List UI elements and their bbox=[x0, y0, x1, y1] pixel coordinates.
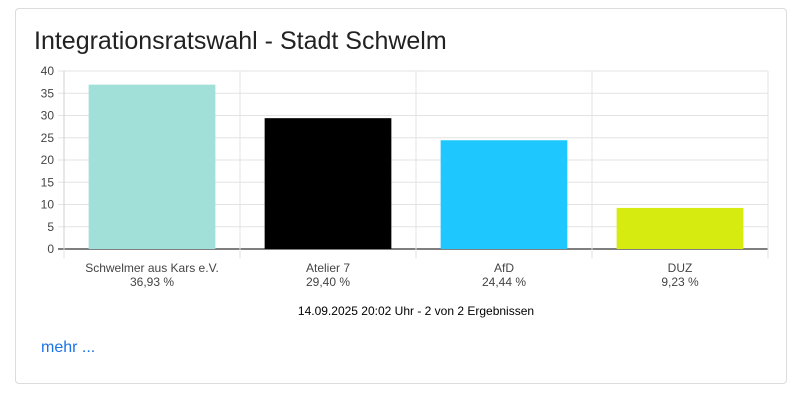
category-label: AfD bbox=[494, 261, 514, 275]
result-card: Integrationsratswahl - Stadt Schwelm 0 5 1… bbox=[15, 8, 787, 384]
x-axis-labels: Schwelmer aus Kars e.V.36,93 %Atelier 72… bbox=[85, 261, 699, 289]
y-tick-label: 5 bbox=[47, 220, 54, 234]
y-tick-label: 20 bbox=[41, 153, 55, 167]
status-text: 14.09.2025 20:02 Uhr - 2 von 2 Ergebniss… bbox=[298, 304, 534, 318]
value-label: 36,93 % bbox=[130, 275, 174, 289]
value-label: 24,44 % bbox=[482, 275, 526, 289]
y-tick-label: 40 bbox=[41, 64, 55, 78]
value-label: 9,23 % bbox=[661, 275, 699, 289]
chart-title: Integrationsratswahl - Stadt Schwelm bbox=[34, 27, 447, 55]
chart-bars bbox=[88, 84, 744, 249]
category-label: DUZ bbox=[668, 261, 693, 275]
bar[interactable] bbox=[616, 207, 744, 249]
y-tick-label: 0 bbox=[47, 242, 54, 256]
category-label: Atelier 7 bbox=[306, 261, 350, 275]
bar-chart: 0 5 10 15 20 25 30 35 40 Schwelmer aus Kars e.V.… bbox=[41, 64, 769, 318]
y-tick-label: 15 bbox=[41, 175, 55, 189]
bar[interactable] bbox=[264, 118, 392, 249]
category-label: Schwelmer aus Kars e.V. bbox=[85, 261, 219, 275]
more-link[interactable]: mehr ... bbox=[41, 339, 96, 356]
y-tick-label: 35 bbox=[41, 86, 55, 100]
value-label: 29,40 % bbox=[306, 275, 350, 289]
bar[interactable] bbox=[88, 84, 216, 249]
y-tick-label: 10 bbox=[41, 198, 55, 212]
y-tick-label: 25 bbox=[41, 131, 55, 145]
y-tick-label: 30 bbox=[41, 109, 55, 123]
y-axis: 0 5 10 15 20 25 30 35 40 bbox=[41, 64, 65, 256]
bar[interactable] bbox=[440, 140, 568, 249]
